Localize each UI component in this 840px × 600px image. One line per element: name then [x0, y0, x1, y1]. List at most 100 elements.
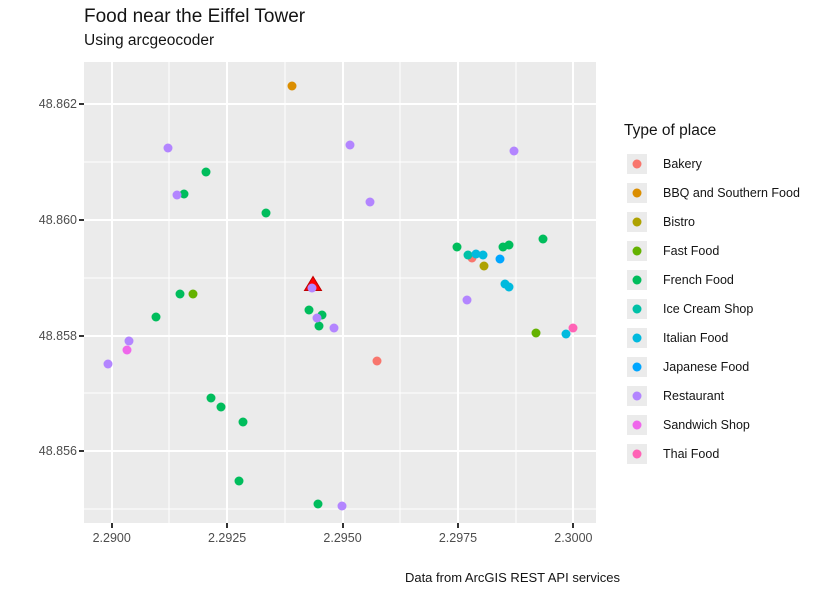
- data-point-bbq-and-southern-food: [287, 81, 297, 91]
- gridline-y-minor: [84, 392, 596, 394]
- legend-dot-icon: [632, 275, 642, 284]
- data-point-fast-food: [188, 289, 198, 299]
- legend-item-restaurant: Restaurant: [623, 381, 800, 410]
- legend-item-label: French Food: [663, 272, 734, 287]
- gridline-y-minor: [84, 161, 596, 163]
- data-point-ice-cream-shop: [463, 250, 473, 260]
- y-tick-mark: [79, 334, 84, 337]
- data-point-restaurant: [124, 336, 134, 346]
- legend-item-fast-food: Fast Food: [623, 236, 800, 265]
- data-point-french-food: [206, 393, 216, 403]
- data-point-french-food: [216, 402, 226, 412]
- data-point-bakery: [372, 356, 382, 366]
- legend-key: [627, 443, 647, 464]
- data-point-french-food: [317, 310, 327, 320]
- data-point-italian-food: [478, 250, 488, 260]
- gridline-x-minor: [399, 62, 401, 523]
- data-point-french-food: [261, 208, 271, 218]
- y-tick-mark: [79, 103, 84, 106]
- legend-item-sandwich-shop: Sandwich Shop: [623, 410, 800, 439]
- plot-subtitle: Using arcgeocoder: [84, 32, 215, 49]
- data-point-french-food: [151, 312, 161, 322]
- plot-title: Food near the Eiffel Tower: [84, 6, 306, 27]
- legend-key: [627, 269, 647, 290]
- legend-key: [627, 385, 647, 406]
- x-tick-label: 2.2950: [323, 531, 362, 545]
- legend-item-label: Fast Food: [663, 243, 720, 258]
- data-point-restaurant: [509, 146, 519, 156]
- legend-key: [627, 327, 647, 348]
- data-point-restaurant: [462, 295, 472, 305]
- y-tick-label: 48.860: [38, 212, 77, 227]
- legend-key: [627, 211, 647, 232]
- data-point-french-food: [201, 167, 211, 177]
- gridline-x-major: [110, 62, 113, 523]
- legend-key: [627, 414, 647, 435]
- legend-item-label: BBQ and Southern Food: [663, 185, 800, 200]
- legend-item-french-food: French Food: [623, 265, 800, 294]
- gridline-y-major: [84, 334, 596, 337]
- data-point-french-food: [179, 189, 189, 199]
- data-point-bistro: [479, 261, 489, 271]
- x-tick-label: 2.2925: [207, 531, 247, 545]
- data-point-french-food: [175, 289, 185, 299]
- legend: Type of place Bakery BBQ and Southern Foo…: [623, 122, 800, 468]
- x-tick-label: 2.2975: [438, 531, 478, 545]
- x-tick-mark: [572, 523, 575, 528]
- legend-dot-icon: [632, 391, 642, 400]
- data-point-restaurant: [312, 313, 322, 323]
- legend-items: Bakery BBQ and Southern Food Bistro Fast Fo…: [623, 149, 800, 468]
- legend-dot-icon: [632, 362, 642, 371]
- gridline-x-major: [572, 62, 575, 523]
- data-point-italian-food: [504, 282, 514, 292]
- x-axis-labels: 2.2900 2.2925 2.2950 2.2975 2.3000: [84, 531, 596, 547]
- y-tick-mark: [79, 450, 84, 453]
- data-point-restaurant: [103, 359, 113, 369]
- gridline-x-major: [456, 62, 459, 523]
- legend-dot-icon: [632, 333, 642, 342]
- legend-key: [627, 153, 647, 174]
- legend-key: [627, 240, 647, 261]
- legend-item-label: Ice Cream Shop: [663, 301, 754, 316]
- data-point-french-food: [504, 240, 514, 250]
- y-tick-label: 48.856: [38, 444, 77, 459]
- data-point-french-food: [314, 321, 324, 331]
- data-point-restaurant: [172, 190, 182, 200]
- data-point-restaurant: [337, 501, 347, 511]
- legend-item-japanese-food: Japanese Food: [623, 352, 800, 381]
- gridline-x-minor: [515, 62, 517, 523]
- legend-dot-icon: [632, 420, 642, 429]
- legend-title: Type of place: [624, 122, 717, 139]
- x-axis-ticks: [84, 523, 596, 528]
- data-point-restaurant: [365, 197, 375, 207]
- chart-panel: [84, 62, 596, 523]
- y-axis-ticks: [79, 62, 84, 523]
- data-point-restaurant: [163, 143, 173, 153]
- data-point-french-food: [313, 499, 323, 509]
- y-axis-labels: 48.856 48.858 48.860 48.862: [0, 62, 77, 523]
- y-tick-mark: [79, 218, 84, 221]
- data-point-thai-food: [568, 323, 578, 333]
- gridline-x-minor: [284, 62, 286, 523]
- legend-item-label: Japanese Food: [663, 359, 750, 374]
- x-tick-mark: [226, 523, 229, 528]
- data-point-italian-food: [561, 329, 571, 339]
- gridline-x-major: [341, 62, 344, 523]
- data-point-italian-food: [471, 249, 481, 259]
- gridline-y-major: [84, 103, 596, 106]
- gridline-y-major: [84, 218, 596, 221]
- legend-item-italian-food: Italian Food: [623, 323, 800, 352]
- gridline-x-major: [226, 62, 229, 523]
- gridline-x-minor: [168, 62, 170, 523]
- legend-item-ice-cream-shop: Ice Cream Shop: [623, 294, 800, 323]
- legend-key: [627, 182, 647, 203]
- data-point-french-food: [304, 305, 314, 315]
- legend-dot-icon: [632, 246, 642, 255]
- x-tick-mark: [110, 523, 113, 528]
- legend-dot-icon: [632, 188, 642, 197]
- gridline-y-major: [84, 450, 596, 453]
- data-point-fast-food: [531, 328, 541, 338]
- data-point-french-food: [452, 242, 462, 252]
- data-point-french-food: [498, 242, 508, 252]
- data-point-french-food: [538, 234, 548, 244]
